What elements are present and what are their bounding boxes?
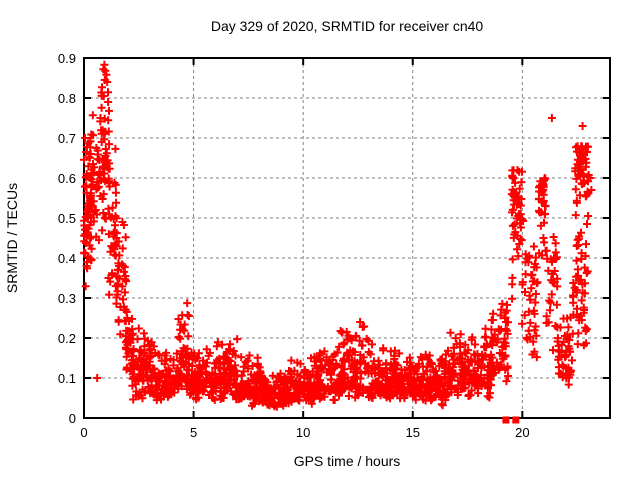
square-marker-flagged: [512, 416, 520, 424]
y-tick-label: 0.3: [58, 291, 76, 306]
y-tick-label: 0.6: [58, 171, 76, 186]
x-tick-label: 0: [80, 425, 87, 440]
y-tick-label: 0.7: [58, 131, 76, 146]
y-tick-label: 0.4: [58, 251, 76, 266]
y-tick-label: 0.5: [58, 211, 76, 226]
x-tick-label: 5: [190, 425, 197, 440]
x-tick-label: 20: [515, 425, 529, 440]
y-tick-label: 0.8: [58, 91, 76, 106]
y-tick-label: 0: [69, 411, 76, 426]
chart-title: Day 329 of 2020, SRMTID for receiver cn4…: [211, 18, 484, 34]
x-axis-label: GPS time / hours: [294, 453, 401, 469]
y-tick-label: 0.1: [58, 371, 76, 386]
x-tick-label: 15: [406, 425, 420, 440]
y-tick-label: 0.9: [58, 51, 76, 66]
x-tick-label: 10: [296, 425, 310, 440]
square-marker-flagged: [502, 416, 510, 424]
scatter-points-SRMTID: [80, 60, 596, 411]
y-tick-label: 0.2: [58, 331, 76, 346]
y-axis-label: SRMTID / TECUs: [4, 183, 20, 293]
